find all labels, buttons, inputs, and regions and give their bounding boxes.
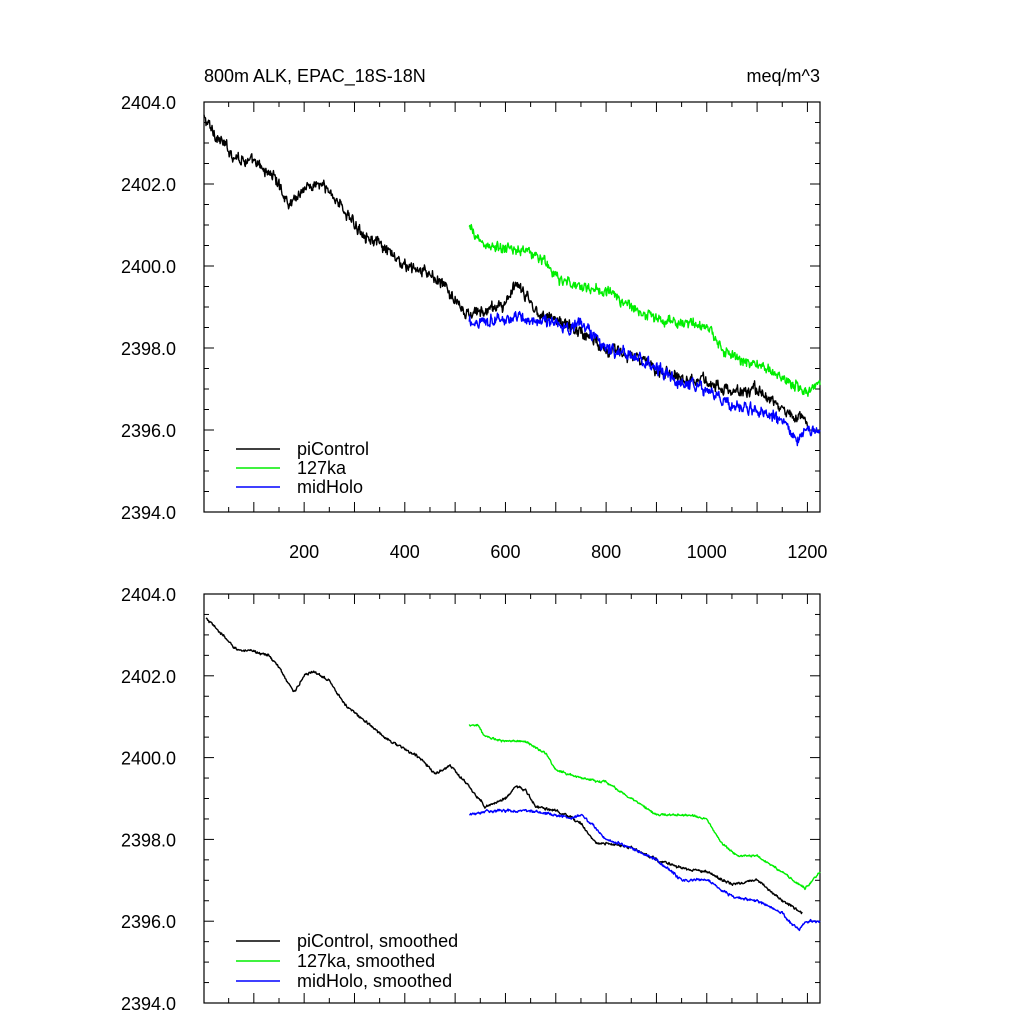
y-tick-label: 2398.0: [121, 830, 176, 850]
legend-label: piControl: [297, 439, 369, 459]
series-line-midholo: [468, 310, 821, 447]
legend-label: midHolo, smoothed: [297, 971, 452, 991]
y-tick-label: 2394.0: [121, 503, 176, 523]
top-panel-units: meq/m^3: [747, 66, 820, 86]
series-line-picontrol: [203, 114, 809, 427]
top-panel: 800m ALK, EPAC_18S-18N meq/m^3 piControl…: [121, 66, 828, 562]
y-tick-label: 2396.0: [121, 912, 176, 932]
legend-label: 127ka, smoothed: [297, 951, 435, 971]
x-tick-label: 200: [289, 542, 319, 562]
x-tick-label: 1000: [687, 542, 727, 562]
x-tick-label: 800: [591, 542, 621, 562]
x-tick-label: 1200: [787, 542, 827, 562]
y-tick-label: 2400.0: [121, 257, 176, 277]
y-tick-label: 2394.0: [121, 994, 176, 1014]
legend-label: piControl, smoothed: [297, 931, 458, 951]
series-line-picontrol-smoothed: [205, 617, 803, 915]
x-tick-label: 400: [390, 542, 420, 562]
y-tick-label: 2402.0: [121, 667, 176, 687]
y-tick-label: 2396.0: [121, 421, 176, 441]
legend-label: midHolo: [297, 477, 363, 497]
legend-label: 127ka: [297, 458, 347, 478]
y-tick-label: 2398.0: [121, 339, 176, 359]
y-tick-label: 2402.0: [121, 175, 176, 195]
top-panel-title: 800m ALK, EPAC_18S-18N: [204, 66, 426, 87]
y-tick-label: 2404.0: [121, 585, 176, 605]
x-tick-label: 600: [490, 542, 520, 562]
series-line-midholo-smoothed: [469, 808, 821, 932]
series-line-127ka: [468, 223, 821, 398]
series-line-127ka-smoothed: [468, 723, 821, 891]
y-tick-label: 2400.0: [121, 749, 176, 769]
y-tick-label: 2404.0: [121, 93, 176, 113]
